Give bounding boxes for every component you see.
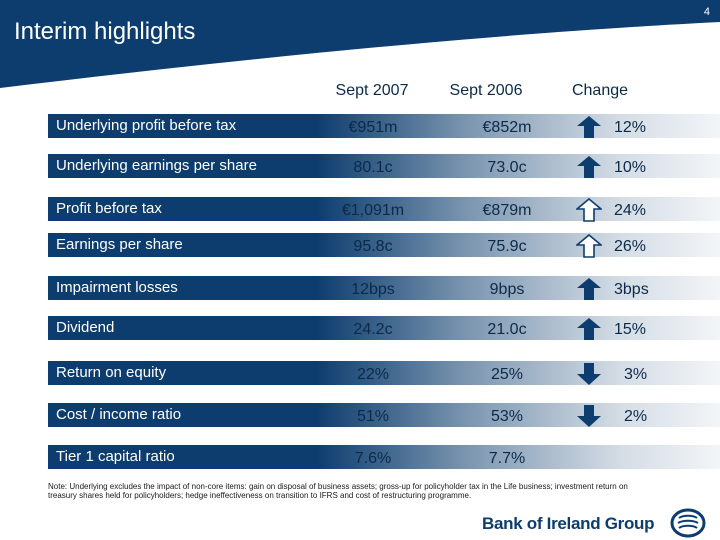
row-label: Profit before tax bbox=[56, 200, 162, 217]
current-value: 95.8c bbox=[353, 238, 393, 255]
prior-value: €852m bbox=[482, 119, 532, 136]
arrow-up-outline-icon bbox=[576, 198, 602, 222]
prior-value: 9bps bbox=[489, 281, 525, 298]
current-value: €951m bbox=[348, 119, 398, 136]
brand-name: Bank of Ireland Group bbox=[482, 514, 655, 533]
table-row bbox=[48, 361, 720, 385]
arrow-up-icon bbox=[577, 278, 601, 300]
current-value: 12bps bbox=[351, 281, 395, 298]
prior-value: 73.0c bbox=[487, 159, 527, 176]
row-label: Impairment losses bbox=[56, 279, 178, 296]
change-value: 26% bbox=[614, 238, 647, 255]
prior-value: 25% bbox=[490, 366, 524, 383]
change-value: 24% bbox=[614, 202, 647, 219]
column-header-change: Change bbox=[571, 82, 629, 99]
row-label: Dividend bbox=[56, 319, 115, 336]
table-row bbox=[48, 403, 720, 427]
change-value: 12% bbox=[614, 119, 647, 136]
row-label: Earnings per share bbox=[56, 236, 183, 253]
change-value: 15% bbox=[614, 321, 647, 338]
table-row bbox=[48, 154, 720, 178]
row-label: Return on equity bbox=[56, 364, 167, 381]
current-value: 51% bbox=[356, 408, 390, 425]
row-label: Tier 1 capital ratio bbox=[56, 448, 175, 465]
prior-value: 53% bbox=[490, 408, 524, 425]
prior-value: €879m bbox=[482, 202, 532, 219]
arrow-up-icon bbox=[577, 318, 601, 340]
table-row bbox=[48, 233, 720, 257]
change-value: 10% bbox=[614, 159, 647, 176]
header-banner bbox=[0, 0, 720, 88]
arrow-up-outline-icon bbox=[576, 234, 602, 258]
arrow-down-icon bbox=[577, 363, 601, 385]
column-header-prior: Sept 2006 bbox=[449, 82, 523, 99]
page-number: 4 bbox=[703, 6, 710, 18]
current-value: 80.1c bbox=[353, 159, 393, 176]
arrow-up-icon bbox=[577, 116, 601, 138]
prior-value: 21.0c bbox=[487, 321, 527, 338]
current-value: 22% bbox=[356, 366, 390, 383]
row-label: Underlying earnings per share bbox=[56, 157, 257, 174]
prior-value: 75.9c bbox=[487, 238, 527, 255]
footnote: Note: Underlying excludes the impact of … bbox=[48, 482, 628, 500]
arrow-up-icon bbox=[577, 156, 601, 178]
arrow-down-icon bbox=[577, 405, 601, 427]
table-row bbox=[48, 114, 720, 138]
row-label: Cost / income ratio bbox=[56, 406, 182, 423]
change-value: 3% bbox=[624, 366, 648, 383]
column-header-current: Sept 2007 bbox=[335, 82, 409, 99]
prior-value: 7.7% bbox=[488, 450, 526, 467]
change-value: 2% bbox=[624, 408, 648, 425]
bank-logo-icon bbox=[670, 508, 706, 538]
current-value: 24.2c bbox=[353, 321, 393, 338]
row-label: Underlying profit before tax bbox=[56, 117, 237, 134]
page-title: Interim highlights bbox=[14, 18, 196, 45]
current-value: 7.6% bbox=[354, 450, 392, 467]
table-row bbox=[48, 276, 720, 300]
change-value: 3bps bbox=[614, 281, 649, 298]
table-row bbox=[48, 197, 720, 221]
current-value: €1,091m bbox=[341, 202, 405, 219]
table-row bbox=[48, 445, 720, 469]
table-row bbox=[48, 316, 720, 340]
